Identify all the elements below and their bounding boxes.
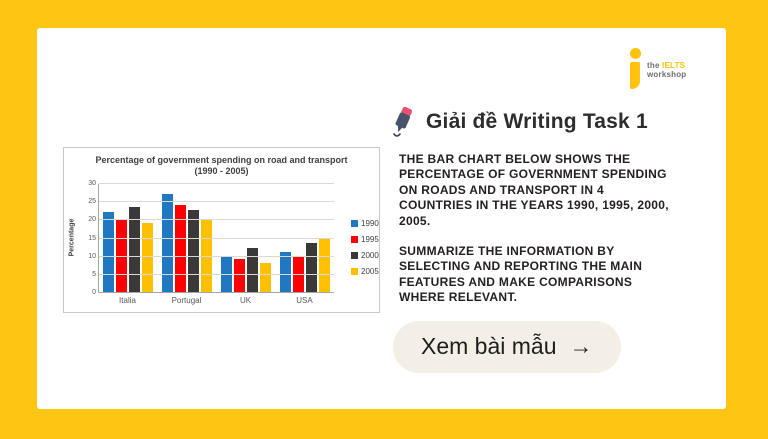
logo-i-stem	[630, 62, 640, 89]
y-tick-10: 10	[88, 252, 96, 260]
bar-portugal-1990	[162, 193, 174, 292]
legend-item-2000: 2000	[351, 251, 379, 260]
y-axis-label: Percentage	[68, 218, 76, 257]
x-axis-labels: Italia Portugal UK USA	[98, 296, 334, 305]
plot-area: 0 5 10 15 20 25 30	[88, 180, 334, 296]
logo-i-dot	[630, 48, 641, 59]
legend-swatch-2000	[351, 252, 358, 259]
y-tick-15: 15	[88, 234, 96, 242]
gridline-20	[99, 219, 334, 221]
bar-chart: Percentage of government spending on roa…	[63, 147, 380, 313]
gridline-25	[99, 201, 334, 203]
bar-italia-2000	[129, 206, 141, 292]
y-tick-5: 5	[92, 270, 96, 278]
bar-uk-1995	[233, 259, 245, 292]
bar-portugal-2000	[188, 210, 200, 292]
bar-italia-2005	[142, 222, 154, 292]
legend-label-1990: 1990	[361, 219, 379, 228]
logo-the: the	[647, 61, 663, 70]
legend-item-1995: 1995	[351, 235, 379, 244]
gridline-5	[99, 273, 334, 275]
legend-swatch-1995	[351, 236, 358, 243]
legend-label-1995: 1995	[361, 235, 379, 244]
legend-item-1990: 1990	[351, 219, 379, 228]
marker-pen-icon	[393, 106, 413, 137]
bar-group-usa	[275, 184, 334, 292]
task-paragraph-1: THE BAR CHART BELOW SHOWS THE PERCENTAGE…	[399, 152, 669, 228]
x-label-uk: UK	[239, 296, 252, 305]
chart-subtitle: (1990 - 2005)	[194, 166, 249, 176]
legend-swatch-2005	[351, 268, 358, 275]
bar-uk-2005	[259, 262, 271, 292]
gridline-15	[99, 237, 334, 239]
view-sample-button[interactable]: Xem bài mẫu →	[393, 321, 621, 373]
gridline-10	[99, 255, 334, 257]
chart-title: Percentage of government spending on roa…	[95, 155, 348, 165]
logo-i-icon	[629, 48, 642, 90]
y-tick-20: 20	[88, 216, 96, 224]
view-sample-label: Xem bài mẫu	[421, 333, 557, 359]
x-label-portugal: Portugal	[171, 296, 202, 305]
headline: Giải đề Writing Task 1	[390, 106, 648, 138]
main-card: the IELTS workshop Percentage of governme…	[37, 28, 726, 409]
logo-workshop: workshop	[647, 70, 687, 79]
y-tick-25: 25	[88, 198, 96, 206]
gridline-30	[99, 183, 334, 184]
legend-label-2005: 2005	[361, 267, 379, 276]
bar-usa-1990	[279, 252, 291, 292]
arrow-right-icon: →	[569, 333, 593, 359]
page-title: Giải đề Writing Task 1	[426, 110, 648, 133]
bar-uk-1990	[220, 255, 232, 292]
y-tick-0: 0	[92, 289, 96, 296]
x-label-usa: USA	[296, 296, 313, 305]
ielts-workshop-logo: the IELTS workshop	[629, 48, 686, 90]
logo-brand: IELTS	[662, 61, 686, 70]
legend-label-2000: 2000	[361, 251, 379, 260]
task-paragraph-2: SUMMARIZE THE INFORMATION BY SELECTING A…	[399, 244, 643, 305]
bar-usa-2000	[305, 242, 317, 292]
logo-text: the IELTS workshop	[647, 48, 686, 79]
chart-legend: 1990 1995 2000 2005	[351, 219, 379, 276]
x-label-italia: Italia	[119, 296, 136, 305]
y-tick-30: 30	[88, 180, 96, 187]
bar-group-uk	[217, 184, 276, 292]
legend-item-2005: 2005	[351, 267, 379, 276]
bar-italia-1990	[103, 212, 115, 292]
bar-portugal-1995	[175, 204, 187, 292]
bar-uk-2000	[246, 248, 258, 292]
bar-usa-1995	[292, 255, 304, 292]
bar-usa-2005	[318, 237, 330, 292]
legend-swatch-1990	[351, 220, 358, 227]
